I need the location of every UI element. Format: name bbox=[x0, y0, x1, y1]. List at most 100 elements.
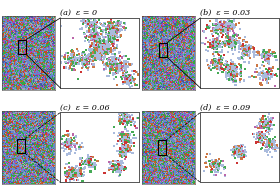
Point bbox=[4, 141, 9, 144]
Point bbox=[12, 24, 17, 27]
Point bbox=[48, 85, 53, 88]
Point bbox=[157, 178, 162, 181]
Point bbox=[161, 174, 166, 177]
Point bbox=[50, 160, 54, 163]
Point bbox=[23, 35, 28, 38]
Point bbox=[159, 116, 163, 119]
Point bbox=[46, 135, 51, 138]
Point bbox=[185, 149, 189, 152]
Point bbox=[114, 46, 118, 49]
Point bbox=[47, 15, 52, 19]
Point bbox=[189, 29, 193, 32]
Point bbox=[174, 112, 178, 115]
Point bbox=[15, 122, 20, 125]
Point bbox=[27, 25, 32, 28]
Point bbox=[191, 164, 195, 167]
Point bbox=[190, 120, 195, 123]
Point bbox=[193, 66, 197, 69]
Point bbox=[36, 119, 41, 122]
Point bbox=[29, 19, 34, 22]
Point bbox=[52, 123, 56, 126]
Point bbox=[128, 133, 132, 136]
Point bbox=[184, 72, 188, 75]
Point bbox=[171, 145, 176, 148]
Point bbox=[4, 141, 9, 144]
Point bbox=[143, 154, 148, 157]
Point bbox=[183, 151, 187, 154]
Point bbox=[37, 147, 42, 150]
Point bbox=[69, 141, 74, 144]
Point bbox=[89, 158, 93, 161]
Point bbox=[191, 66, 195, 69]
Point bbox=[86, 163, 91, 166]
Point bbox=[117, 31, 122, 34]
Point bbox=[8, 116, 12, 119]
Point bbox=[123, 120, 127, 123]
Point bbox=[228, 76, 233, 79]
Point bbox=[10, 39, 14, 42]
Point bbox=[21, 31, 25, 34]
Point bbox=[167, 83, 172, 86]
Point bbox=[32, 65, 37, 68]
Point bbox=[176, 42, 180, 45]
Point bbox=[143, 41, 148, 44]
Point bbox=[235, 146, 239, 149]
Point bbox=[237, 57, 242, 60]
Point bbox=[32, 160, 37, 163]
Point bbox=[182, 19, 186, 22]
Point bbox=[9, 63, 13, 66]
Point bbox=[26, 130, 30, 133]
Point bbox=[190, 76, 195, 79]
Point bbox=[150, 109, 154, 112]
Point bbox=[109, 20, 113, 23]
Point bbox=[153, 120, 157, 123]
Point bbox=[159, 49, 163, 52]
Point bbox=[169, 74, 173, 77]
Point bbox=[173, 33, 178, 36]
Point bbox=[28, 88, 33, 91]
Point bbox=[27, 145, 32, 148]
Point bbox=[43, 29, 48, 32]
Point bbox=[142, 135, 146, 138]
Point bbox=[34, 178, 39, 181]
Point bbox=[27, 45, 31, 48]
Point bbox=[168, 67, 172, 70]
Point bbox=[132, 121, 137, 124]
Point bbox=[188, 174, 192, 177]
Point bbox=[45, 54, 49, 57]
Point bbox=[45, 124, 50, 127]
Point bbox=[162, 53, 166, 57]
Point bbox=[119, 112, 124, 115]
Point bbox=[7, 137, 11, 140]
Point bbox=[12, 161, 17, 164]
Point bbox=[16, 47, 20, 50]
Point bbox=[181, 51, 185, 54]
Point bbox=[149, 64, 153, 67]
Point bbox=[158, 55, 163, 58]
Point bbox=[158, 152, 163, 155]
Point bbox=[33, 125, 38, 129]
Point bbox=[70, 174, 74, 177]
Point bbox=[186, 71, 191, 74]
Point bbox=[26, 136, 31, 139]
Point bbox=[111, 27, 116, 30]
Point bbox=[185, 118, 189, 121]
Point bbox=[23, 149, 27, 152]
Point bbox=[35, 143, 39, 146]
Point bbox=[192, 154, 196, 157]
Point bbox=[220, 67, 225, 70]
Point bbox=[35, 34, 39, 37]
Point bbox=[214, 65, 218, 68]
Point bbox=[179, 160, 184, 163]
Point bbox=[50, 166, 54, 169]
Point bbox=[179, 40, 184, 43]
Point bbox=[246, 49, 251, 52]
Point bbox=[52, 110, 57, 113]
Point bbox=[192, 65, 196, 68]
Point bbox=[173, 160, 177, 163]
Point bbox=[187, 143, 192, 146]
Point bbox=[168, 84, 172, 87]
Point bbox=[24, 136, 29, 139]
Point bbox=[192, 66, 197, 69]
Point bbox=[32, 155, 37, 158]
